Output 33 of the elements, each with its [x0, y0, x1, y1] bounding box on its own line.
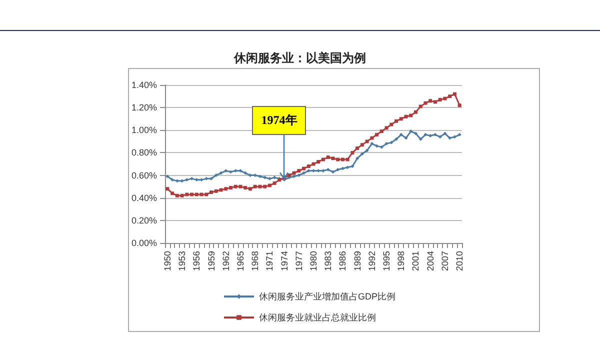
x-tick-label: 1977	[294, 251, 304, 272]
y-tick-label: 0.20%	[131, 215, 157, 226]
x-tick-label: 2007	[440, 251, 450, 272]
x-tick-label: 2010	[454, 251, 465, 272]
x-tick-label: 1971	[264, 251, 275, 272]
x-tick-label: 1986	[338, 251, 348, 272]
x-tick-label: 2004	[425, 251, 436, 272]
x-tick-label: 1950	[162, 251, 172, 272]
x-tick-label: 1980	[308, 251, 318, 272]
y-tick-label: 1.00%	[131, 125, 157, 136]
x-tick-label: 1983	[323, 251, 334, 272]
y-tick-label: 0.40%	[131, 192, 157, 203]
legend-label: 休闲服务业产业增加值占GDP比例	[259, 292, 396, 302]
x-tick-label: 1959	[206, 251, 216, 272]
y-tick-label: 0.00%	[131, 238, 157, 248]
y-tick-label: 1.20%	[131, 102, 157, 113]
x-tick-label: 1965	[235, 251, 246, 272]
x-tick-label: 1995	[382, 251, 392, 272]
y-tick-label: 0.60%	[131, 170, 157, 180]
x-tick-label: 1968	[250, 251, 260, 272]
chart-title: 休闲服务业：以美国为例	[232, 50, 367, 67]
annotation: 1974年	[252, 106, 306, 135]
x-tick-label: 1953	[177, 251, 188, 272]
x-tick-label: 1962	[220, 251, 231, 272]
x-tick-label: 1992	[366, 251, 377, 272]
x-tick-label: 1998	[396, 251, 406, 272]
y-tick-label: 0.80%	[131, 148, 157, 158]
x-tick-label: 1974	[279, 251, 290, 272]
y-tick-label: 1.40%	[131, 80, 157, 90]
x-tick-label: 2001	[410, 251, 421, 272]
x-tick-label: 1956	[192, 251, 202, 272]
x-tick-label: 1989	[352, 251, 362, 272]
legend-label: 休闲服务业就业占总就业比例	[259, 312, 376, 322]
